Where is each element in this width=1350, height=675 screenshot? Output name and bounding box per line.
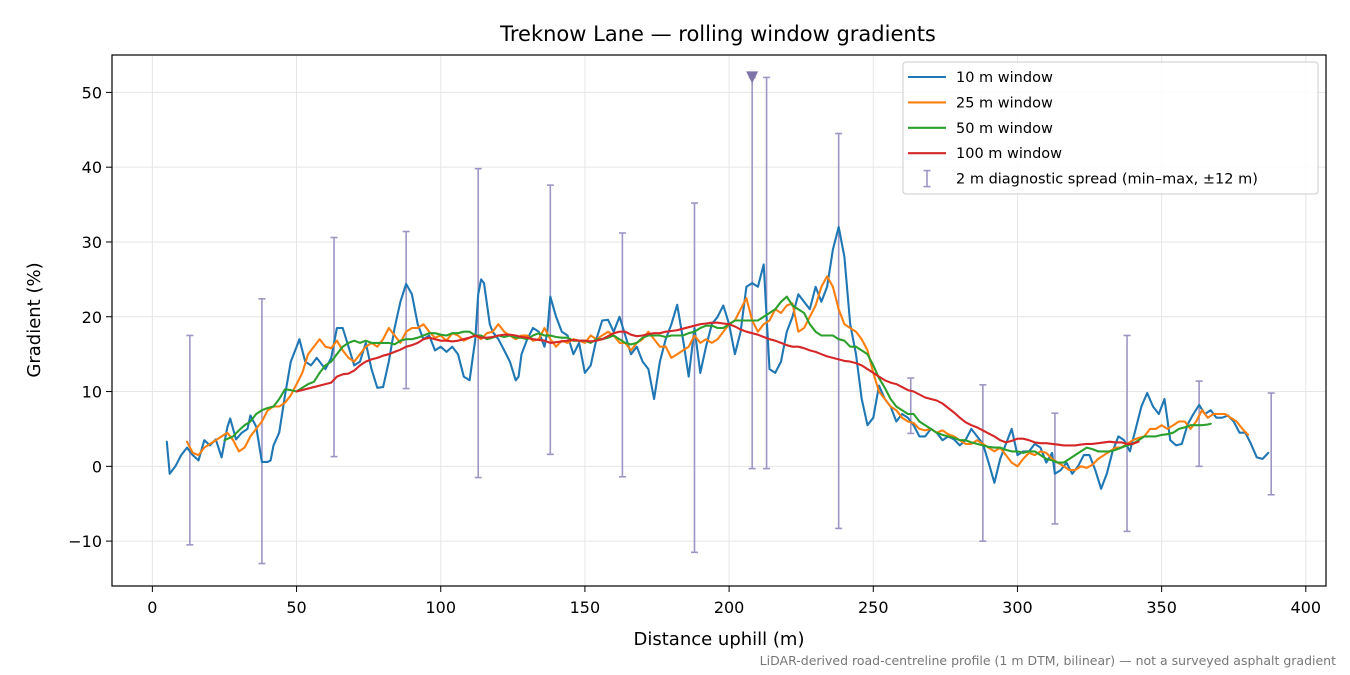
- spread-bar: [835, 132, 843, 530]
- spread-bar: [763, 76, 771, 470]
- plot-frame: [111, 54, 1327, 587]
- y-axis-ticks: −10 0 10 20 30 40 50: [68, 83, 112, 551]
- legend-label-3: 50 m window: [956, 121, 1053, 137]
- x-tick-label: 250: [858, 598, 889, 617]
- legend: 10 m window 25 m window 50 m window 100 m w…: [902, 61, 1319, 195]
- series-line-4: [295, 321, 1140, 447]
- x-tick-label: 300: [1002, 598, 1033, 617]
- spread-bar: [748, 76, 756, 470]
- x-tick-label: 200: [714, 598, 745, 617]
- x-tick-label: 400: [1291, 598, 1322, 617]
- spread-bar: [907, 377, 915, 435]
- spread-bar: [690, 202, 698, 554]
- spread-bar: [258, 298, 266, 565]
- y-tick-label: −10: [68, 532, 102, 551]
- grid: [112, 55, 1326, 586]
- y-axis-label: Gradient (%): [24, 262, 45, 377]
- max-marker-triangle: [746, 71, 759, 84]
- spread-bar: [186, 334, 194, 546]
- legend-label-1: 10 m window: [956, 70, 1053, 86]
- legend-box: [902, 61, 1319, 195]
- y-tick-label: 50: [82, 83, 102, 102]
- x-tick-label: 50: [286, 598, 306, 617]
- x-tick-label: 0: [147, 598, 157, 617]
- y-tick-label: 40: [82, 158, 102, 177]
- legend-label-spread: 2 m diagnostic spread (min–max, ±12 m): [956, 172, 1258, 188]
- spread-bar: [546, 184, 554, 456]
- y-tick-label: 10: [82, 383, 102, 402]
- series-lines: [165, 225, 1270, 490]
- spread-bar: [618, 232, 626, 478]
- series-line-1: [165, 225, 1270, 490]
- legend-label-2: 25 m window: [956, 95, 1053, 111]
- spread-bars: [186, 76, 1275, 565]
- x-axis-ticks: 0 50 100 150 200 250 300 350 400: [147, 586, 1321, 617]
- spread-bar: [1195, 380, 1203, 468]
- x-tick-label: 350: [1146, 598, 1177, 617]
- series-line-2: [185, 275, 1250, 472]
- x-tick-label: 150: [570, 598, 601, 617]
- spread-bar: [1267, 392, 1275, 496]
- y-tick-label: 20: [82, 308, 102, 327]
- x-axis-label: Distance uphill (m): [634, 629, 805, 650]
- y-tick-label: 30: [82, 233, 102, 252]
- series-line-3: [223, 295, 1212, 464]
- y-tick-label: 0: [92, 457, 102, 476]
- max-marker: [746, 71, 759, 84]
- spread-bar: [1123, 334, 1131, 533]
- x-tick-label: 100: [425, 598, 456, 617]
- chart-title: Treknow Lane — rolling window gradients: [499, 22, 936, 46]
- spread-bar: [402, 230, 410, 390]
- spread-bar: [474, 167, 482, 479]
- spread-bar: [979, 384, 987, 542]
- legend-label-4: 100 m window: [956, 146, 1062, 162]
- footnote: LiDAR-derived road-centreline profile (1…: [760, 653, 1336, 668]
